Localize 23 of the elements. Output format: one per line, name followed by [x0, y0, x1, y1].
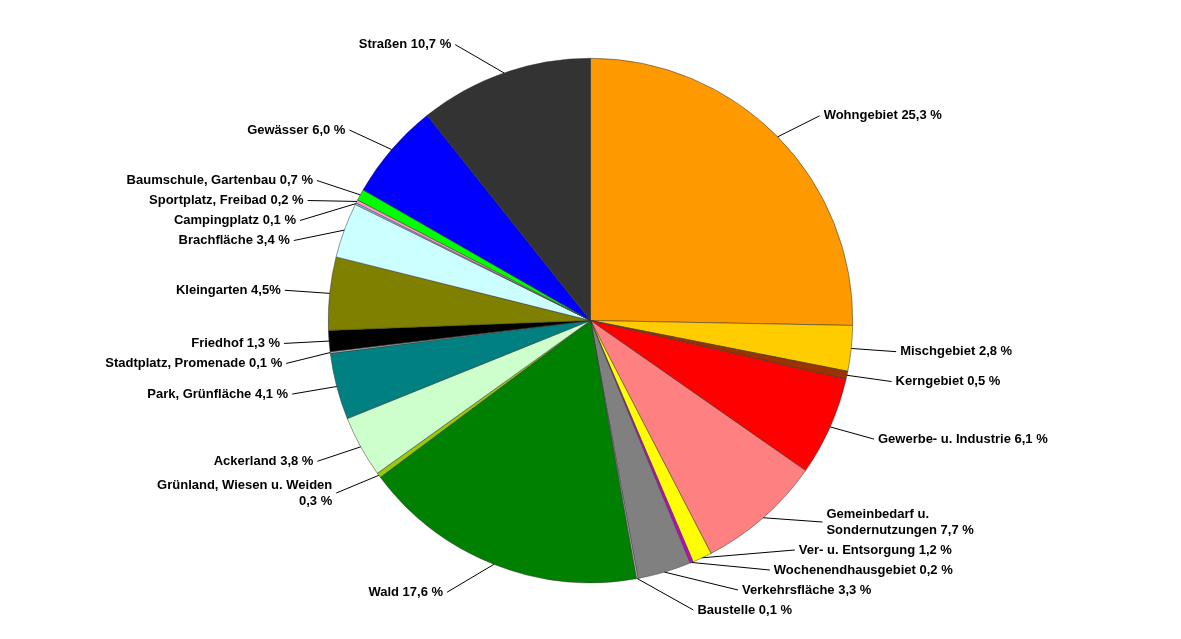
slice-label: Verkehrsfläche 3,3 %: [742, 581, 872, 597]
slice-label: Wohngebiet 25,3 %: [823, 107, 943, 123]
slice-label: Ackerland 3,8 %: [213, 452, 314, 468]
slice-label: Campingplatz 0,1 %: [173, 212, 297, 228]
slice-label: Wald 17,6 %: [368, 583, 444, 599]
slice-label: Wochenendhausgebiet 0,2 %: [773, 561, 954, 577]
slice-label: Kerngebiet 0,5 %: [895, 373, 1001, 389]
data-label: 0,3 %: [299, 492, 333, 508]
slice-label: Sportplatz, Freibad 0,2 %: [149, 192, 305, 208]
slice-label: Brachfläche 3,4 %: [178, 232, 291, 248]
slice-label: Baustelle 0,1 %: [697, 601, 793, 617]
slice-label: Baumschule, Gartenbau 0,7 %: [126, 172, 314, 188]
slice-label: Straßen 10,7 %: [358, 36, 452, 52]
slice-label: Gewässer 6,0 %: [247, 121, 346, 137]
slice-label: Kleingarten 4,5%: [175, 281, 282, 297]
slice-label: Gewerbe- u. Industrie 6,1 %: [877, 430, 1049, 446]
slice-label: Gemeinbedarf u. Sondernutzungen 7,7 %: [826, 505, 975, 537]
slice-label: Mischgebiet 2,8 %: [900, 343, 1013, 359]
slice-label: Grünland, Wiesen u. Weiden: [157, 476, 333, 492]
slice-label: Ver- u. Entsorgung 1,2 %: [798, 541, 953, 557]
slice-label: Friedhof 1,3 %: [191, 335, 281, 351]
slice-label: Stadtplatz, Promenade 0,1 %: [105, 355, 283, 371]
slice-label: Park, Grünfläche 4,1 %: [147, 385, 289, 401]
